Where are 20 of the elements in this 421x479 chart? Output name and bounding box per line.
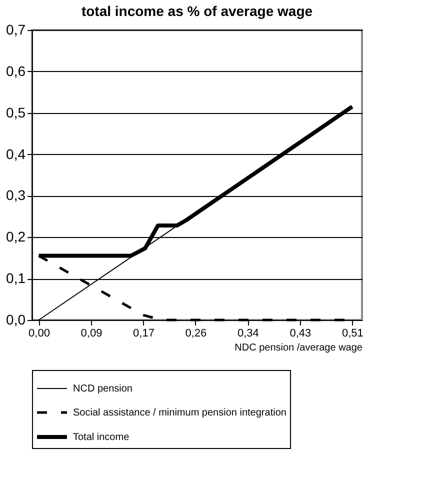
legend-label: Social assistance / minimum pension integration bbox=[73, 408, 286, 418]
x-tick-label: 0,17 bbox=[133, 328, 154, 340]
chart-title: total income as % of average wage bbox=[81, 3, 313, 19]
x-axis-title: NDC pension /average wage bbox=[234, 342, 363, 354]
y-tick-label: 0,2 bbox=[6, 228, 26, 245]
y-tick-label: 0,0 bbox=[6, 312, 26, 328]
x-tick-label: 0,34 bbox=[237, 328, 259, 340]
y-tick-label: 0,1 bbox=[6, 270, 26, 286]
x-tick-label: 0,26 bbox=[185, 328, 207, 340]
legend-label: Total income bbox=[73, 432, 130, 443]
x-tick-label: 0,00 bbox=[28, 328, 50, 340]
x-tick-label: 0,09 bbox=[80, 328, 102, 340]
y-tick-label: 0,3 bbox=[6, 187, 26, 204]
x-tick-label: 0,43 bbox=[290, 328, 312, 340]
y-tick-label: 0,5 bbox=[6, 104, 26, 120]
y-tick-label: 0,7 bbox=[6, 22, 26, 38]
x-tick-label: 0,51 bbox=[342, 328, 364, 340]
y-tick-label: 0,6 bbox=[6, 62, 26, 79]
legend-label: NCD pension bbox=[73, 384, 132, 394]
y-tick-label: 0,4 bbox=[6, 146, 26, 162]
